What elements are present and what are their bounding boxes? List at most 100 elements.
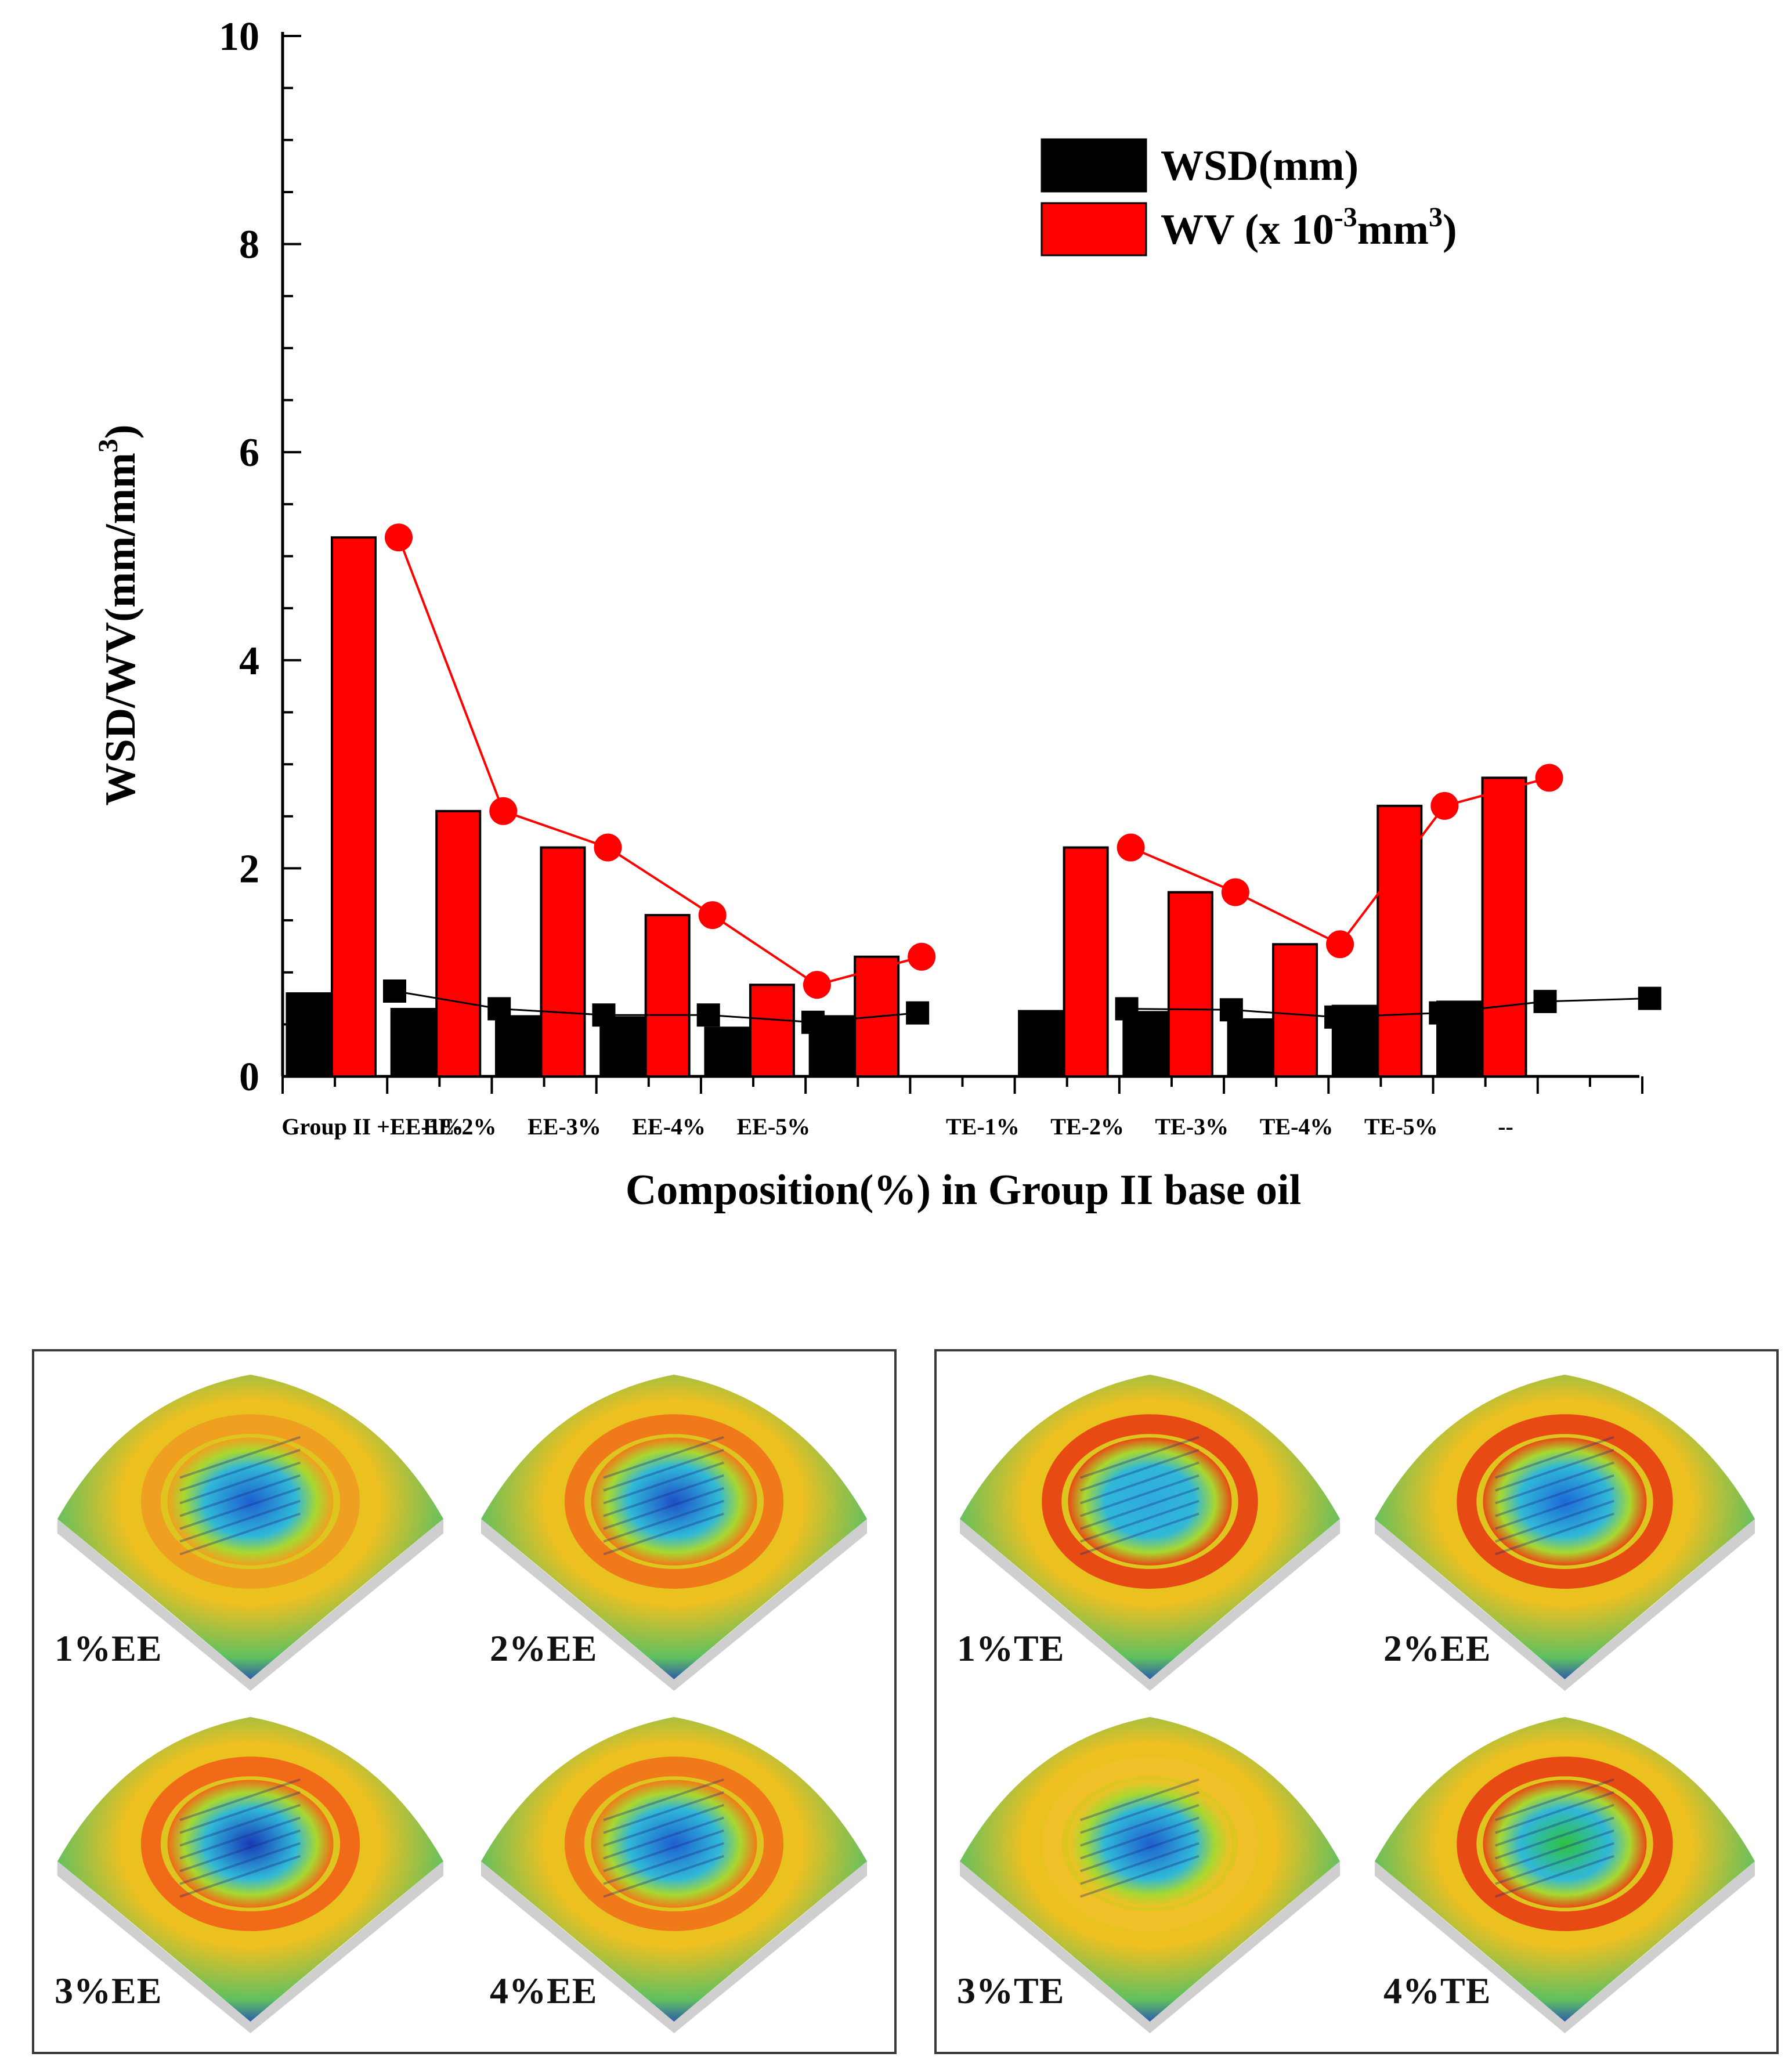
wear-scar xyxy=(1068,1437,1232,1566)
wear-track xyxy=(179,1499,301,1543)
wsd-bar xyxy=(1122,1011,1168,1078)
wear-scar-rim xyxy=(140,1414,360,1589)
x-tick-label: EE-2% xyxy=(423,1114,497,1140)
wv-marker xyxy=(803,971,831,999)
wear-track xyxy=(1495,1499,1614,1543)
surface-profile xyxy=(960,1375,1340,1691)
wear-track xyxy=(179,1791,301,1834)
wear-track xyxy=(1495,1855,1614,1898)
wear-track xyxy=(1495,1842,1614,1885)
wear-scar-image-4-ee: 4%EE xyxy=(467,1702,881,2039)
wear-track xyxy=(179,1448,301,1492)
wear-scar-image-2-ee: 2%EE xyxy=(467,1360,881,1697)
wsd-marker xyxy=(592,1003,616,1027)
wear-scar-label: 2%EE xyxy=(490,1628,598,1669)
wear-scar-image-1-te: 1%TE xyxy=(945,1360,1354,1697)
wear-track xyxy=(1080,1778,1200,1821)
wear-scar xyxy=(1483,1780,1647,1908)
wear-track xyxy=(179,1512,301,1556)
wear-track xyxy=(1080,1816,1200,1860)
wear-track xyxy=(1495,1461,1614,1505)
legend: WSD(mm) WV (x 10-3mm3) xyxy=(1040,138,1457,256)
y-axis-label: WSD/WV(mm/mm3) xyxy=(93,424,144,805)
wear-track xyxy=(179,1855,301,1898)
y-tick-label: 0 xyxy=(239,1055,259,1100)
wear-track xyxy=(179,1842,301,1885)
wear-track xyxy=(179,1829,301,1873)
wear-track xyxy=(1080,1803,1200,1847)
wear-track xyxy=(179,1816,301,1860)
y-tick-label: 2 xyxy=(239,847,259,891)
wear-track xyxy=(1495,1512,1614,1556)
wear-scar xyxy=(167,1437,334,1566)
surface-profile xyxy=(57,1717,443,2033)
wv-marker xyxy=(1221,878,1249,906)
wear-scar-label: 4%TE xyxy=(1383,1970,1491,2011)
wear-track xyxy=(603,1436,724,1479)
wear-track xyxy=(603,1791,724,1834)
wsd-marker xyxy=(696,1003,720,1027)
wear-scar-label: 2%EE xyxy=(1383,1628,1491,1669)
wear-track xyxy=(603,1487,724,1530)
axes xyxy=(281,32,1643,1094)
surface-profile xyxy=(481,1717,867,2033)
wear-track xyxy=(1495,1791,1614,1834)
wv-bar xyxy=(1167,891,1213,1078)
wsd-bar xyxy=(1227,1018,1273,1078)
wsd-bar xyxy=(286,992,331,1078)
wear-track xyxy=(1080,1436,1200,1479)
x-tick-label: TE-5% xyxy=(1364,1114,1438,1140)
wear-scar-label: 3%TE xyxy=(957,1970,1065,2011)
wv-marker xyxy=(698,901,727,930)
surface-profile xyxy=(481,1375,867,1691)
wear-scar xyxy=(1068,1780,1232,1908)
x-tick-label: TE-2% xyxy=(1050,1114,1124,1140)
wsd-marker xyxy=(1324,1005,1348,1029)
wv-marker xyxy=(1430,791,1459,820)
wsd-marker xyxy=(487,997,511,1021)
wear-track xyxy=(603,1461,724,1505)
wsd-bar xyxy=(704,1026,750,1078)
wsd-bar xyxy=(1018,1010,1064,1078)
wear-track xyxy=(603,1842,724,1885)
wear-track xyxy=(179,1487,301,1530)
wv-bar xyxy=(749,984,795,1078)
wear-track xyxy=(1080,1842,1200,1885)
x-tick-label: Group II +EE-1% xyxy=(281,1114,463,1140)
wv-bar xyxy=(1272,943,1318,1078)
wsd-marker xyxy=(906,1001,930,1025)
wv-marker xyxy=(1117,833,1145,862)
wear-scar-label: 1%EE xyxy=(55,1628,162,1669)
bars xyxy=(286,536,1527,1078)
wv-marker xyxy=(594,833,622,862)
wv-bar xyxy=(1376,804,1423,1078)
y-tick-labels: 0 2 4 6 8 10 xyxy=(219,15,259,1100)
wear-scar-rim xyxy=(1457,1756,1673,1931)
surface-profile xyxy=(1375,1717,1755,2033)
wear-track xyxy=(179,1461,301,1505)
bar-chart: Group II +EE-1%EE-2% EE-3% EE-4% EE-5% TE-1%… xyxy=(93,15,1661,1214)
wear-track xyxy=(1080,1448,1200,1492)
x-tick-label: TE-4% xyxy=(1260,1114,1334,1140)
x-tick-labels: Group II +EE-1%EE-2% EE-3% EE-4% EE-5% TE-1%… xyxy=(281,1114,1513,1140)
wear-scar-image-1-ee: 1%EE xyxy=(43,1360,458,1697)
wv-marker xyxy=(1326,930,1354,959)
legend-swatch-wsd xyxy=(1040,138,1147,193)
wear-track xyxy=(603,1448,724,1492)
wsd-bar xyxy=(494,1015,540,1078)
ee-wear-scar-panel: 1%EE 2%EE 3%EE 4%EE xyxy=(32,1349,897,2054)
x-tick-label: EE-5% xyxy=(737,1114,811,1140)
wsd-marker xyxy=(1533,989,1557,1013)
wv-bar xyxy=(1481,776,1527,1078)
wear-track xyxy=(603,1829,724,1873)
wv-bar xyxy=(435,809,482,1078)
wv-bar xyxy=(540,846,586,1078)
wsd-marker xyxy=(1429,1001,1453,1025)
x-tick-label: TE-3% xyxy=(1155,1114,1229,1140)
wear-scar-image-3-te: 3%TE xyxy=(945,1702,1354,2039)
wv-marker xyxy=(1535,764,1563,792)
wear-track xyxy=(1495,1474,1614,1517)
wear-track xyxy=(1080,1499,1200,1543)
wsd-marker xyxy=(1219,998,1243,1022)
wsd-marker xyxy=(383,979,406,1003)
